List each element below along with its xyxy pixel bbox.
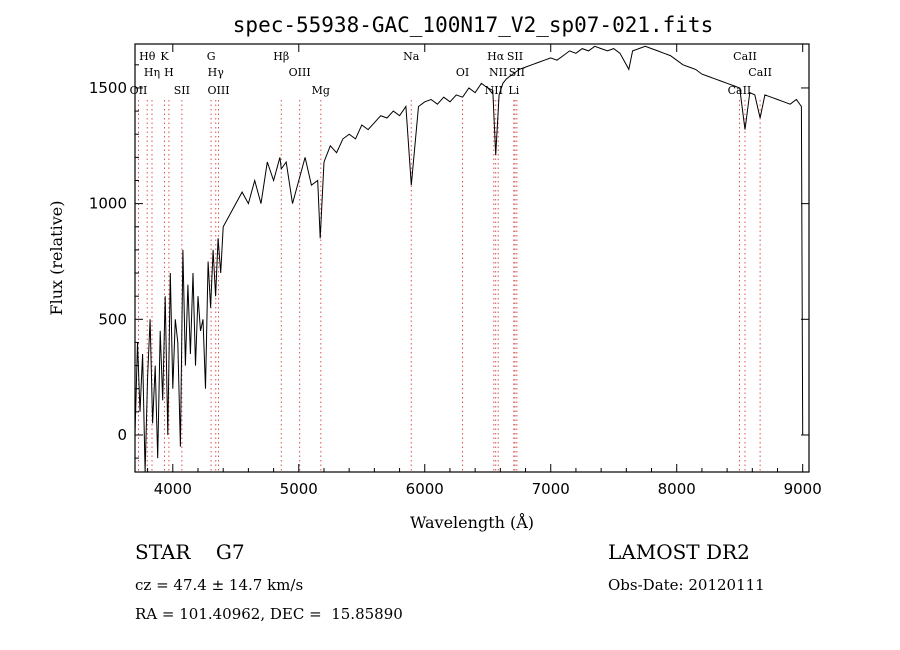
y-tick-label: 1500 xyxy=(89,79,127,97)
spectral-line-label: SII xyxy=(507,50,523,63)
spectral-line-label: Hβ xyxy=(273,50,289,63)
spectral-line-label: K xyxy=(160,50,169,63)
spectral-line-label: Mg xyxy=(312,84,330,97)
y-tick-label: 0 xyxy=(117,426,127,444)
spectral-line-label: Hγ xyxy=(208,66,225,79)
spectral-line-label: CaII xyxy=(748,66,772,79)
spectrum-line xyxy=(134,45,804,473)
spectral-line-label: OI xyxy=(456,66,469,79)
object-class: STAR G7 xyxy=(135,540,245,564)
spectral-line-label: Hθ xyxy=(139,50,156,63)
survey-name: LAMOST DR2 xyxy=(608,540,750,564)
y-tick-label: 500 xyxy=(98,310,127,328)
observation-date: Obs-Date: 20120111 xyxy=(608,576,765,594)
spectral-line-label: NII xyxy=(485,84,503,97)
plot-frame xyxy=(134,43,810,473)
x-tick-label: 4000 xyxy=(154,480,192,498)
x-tick-label: 8000 xyxy=(658,480,696,498)
axis-ticks: 4000 5000 6000 7000 8000 9000 0 500 1000 1500 xyxy=(89,44,822,498)
spectral-line-label: Hα xyxy=(487,50,505,63)
chart-title: spec-55938-GAC_100N17_V2_sp07-021.fits xyxy=(233,13,713,37)
spectral-line-label: OII xyxy=(130,84,148,97)
spectral-line-label: CaII xyxy=(733,50,757,63)
redshift-cz: cz = 47.4 ± 14.7 km/s xyxy=(135,576,304,594)
spectral-line-label: OIII xyxy=(207,84,229,97)
x-tick-label: 7000 xyxy=(532,480,570,498)
spectral-line-label: NII xyxy=(489,66,507,79)
x-tick-label: 9000 xyxy=(784,480,822,498)
spectral-line-label: OIII xyxy=(289,66,311,79)
x-tick-label: 5000 xyxy=(280,480,318,498)
spectral-line-markers xyxy=(138,100,761,472)
spectral-line-label: Li xyxy=(508,84,519,97)
spectral-line-label: CaII xyxy=(728,84,752,97)
spectral-line-label: SII xyxy=(174,84,190,97)
spectral-line-label: G xyxy=(207,50,216,63)
spectral-line-labels: HθHηOIIKHSIIGHγOIIIHβOIIIMgNaOINIIHαNIIL… xyxy=(130,50,772,97)
spectral-line-label: Hη xyxy=(144,66,160,79)
spectral-line-label: Na xyxy=(403,50,420,63)
spectral-line-label: H xyxy=(164,66,174,79)
x-tick-label: 6000 xyxy=(406,480,444,498)
y-axis-label: Flux (relative) xyxy=(47,201,66,316)
x-axis-label: Wavelength (Å) xyxy=(410,512,534,532)
coordinates: RA = 101.40962, DEC = 15.85890 xyxy=(135,605,403,623)
y-tick-label: 1000 xyxy=(89,195,127,213)
